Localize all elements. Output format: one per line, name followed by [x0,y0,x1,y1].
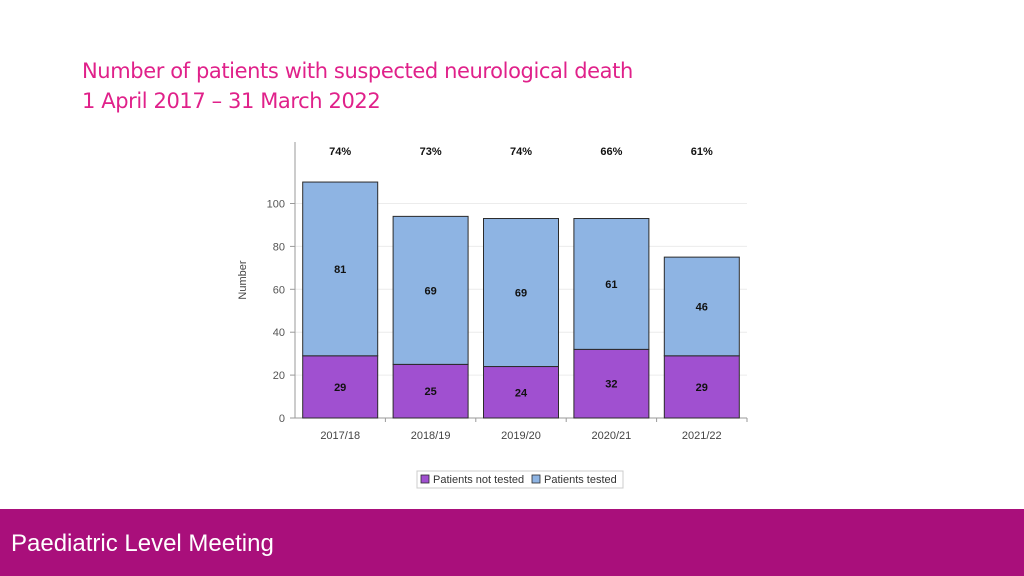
percent-label: 66% [600,146,622,158]
percent-label: 74% [329,146,351,158]
percent-label: 74% [510,146,532,158]
title-line-1: Number of patients with suspected neurol… [82,59,633,83]
y-axis-label: Number [237,260,249,299]
legend-label-tested: Patients tested [544,474,617,486]
bar-segment-not-tested [573,348,650,419]
bar-segment-tested [483,218,559,368]
bar-segment-tested [392,215,469,365]
x-tick-label: 2017/18 [320,430,360,442]
data-label-not-tested: 25 [424,386,436,398]
data-label-not-tested: 29 [696,382,708,394]
percent-label: 61% [691,146,713,158]
data-label-not-tested: 29 [334,382,346,394]
bar-segment-tested [573,218,650,350]
data-label-tested: 46 [696,301,708,313]
legend-label-not-tested: Patients not tested [433,474,524,486]
stacked-bar-chart: 0 20 40 60 80 100 Number 29 81 74% 2017/18 25 69 73% 2… [237,142,748,489]
legend-swatch-tested [531,474,541,484]
slide-title: Number of patients with suspected neurol… [82,56,633,116]
bar-segment-tested [663,256,740,357]
x-tick-label: 2018/19 [411,430,451,442]
bar-segment-not-tested [483,366,559,419]
footer-text: Paediatric Level Meeting [11,530,274,557]
bar-segment-tested [302,181,379,357]
data-label-tested: 61 [605,279,617,291]
y-tick-label: 20 [273,370,285,382]
y-tick-label: 80 [273,241,285,253]
data-label-tested: 69 [424,285,436,297]
legend-box [416,470,624,489]
footer-bar [0,509,1024,576]
title-line-2: 1 April 2017 – 31 March 2022 [82,89,381,113]
y-tick-label: 0 [279,413,285,425]
y-tick-label: 60 [273,284,285,296]
bar-segment-not-tested [663,355,740,419]
x-tick-label: 2021/22 [682,430,722,442]
percent-label: 73% [420,146,442,158]
bar-segment-not-tested [392,363,469,419]
data-label-tested: 69 [515,288,527,300]
data-label-tested: 81 [334,264,346,276]
data-label-not-tested: 32 [605,379,617,391]
x-tick-label: 2020/21 [592,430,632,442]
y-tick-label: 100 [267,199,285,211]
y-tick-label: 40 [273,327,285,339]
x-tick-label: 2019/20 [501,430,541,442]
data-label-not-tested: 24 [515,387,528,399]
legend-swatch-not-tested [420,474,430,484]
